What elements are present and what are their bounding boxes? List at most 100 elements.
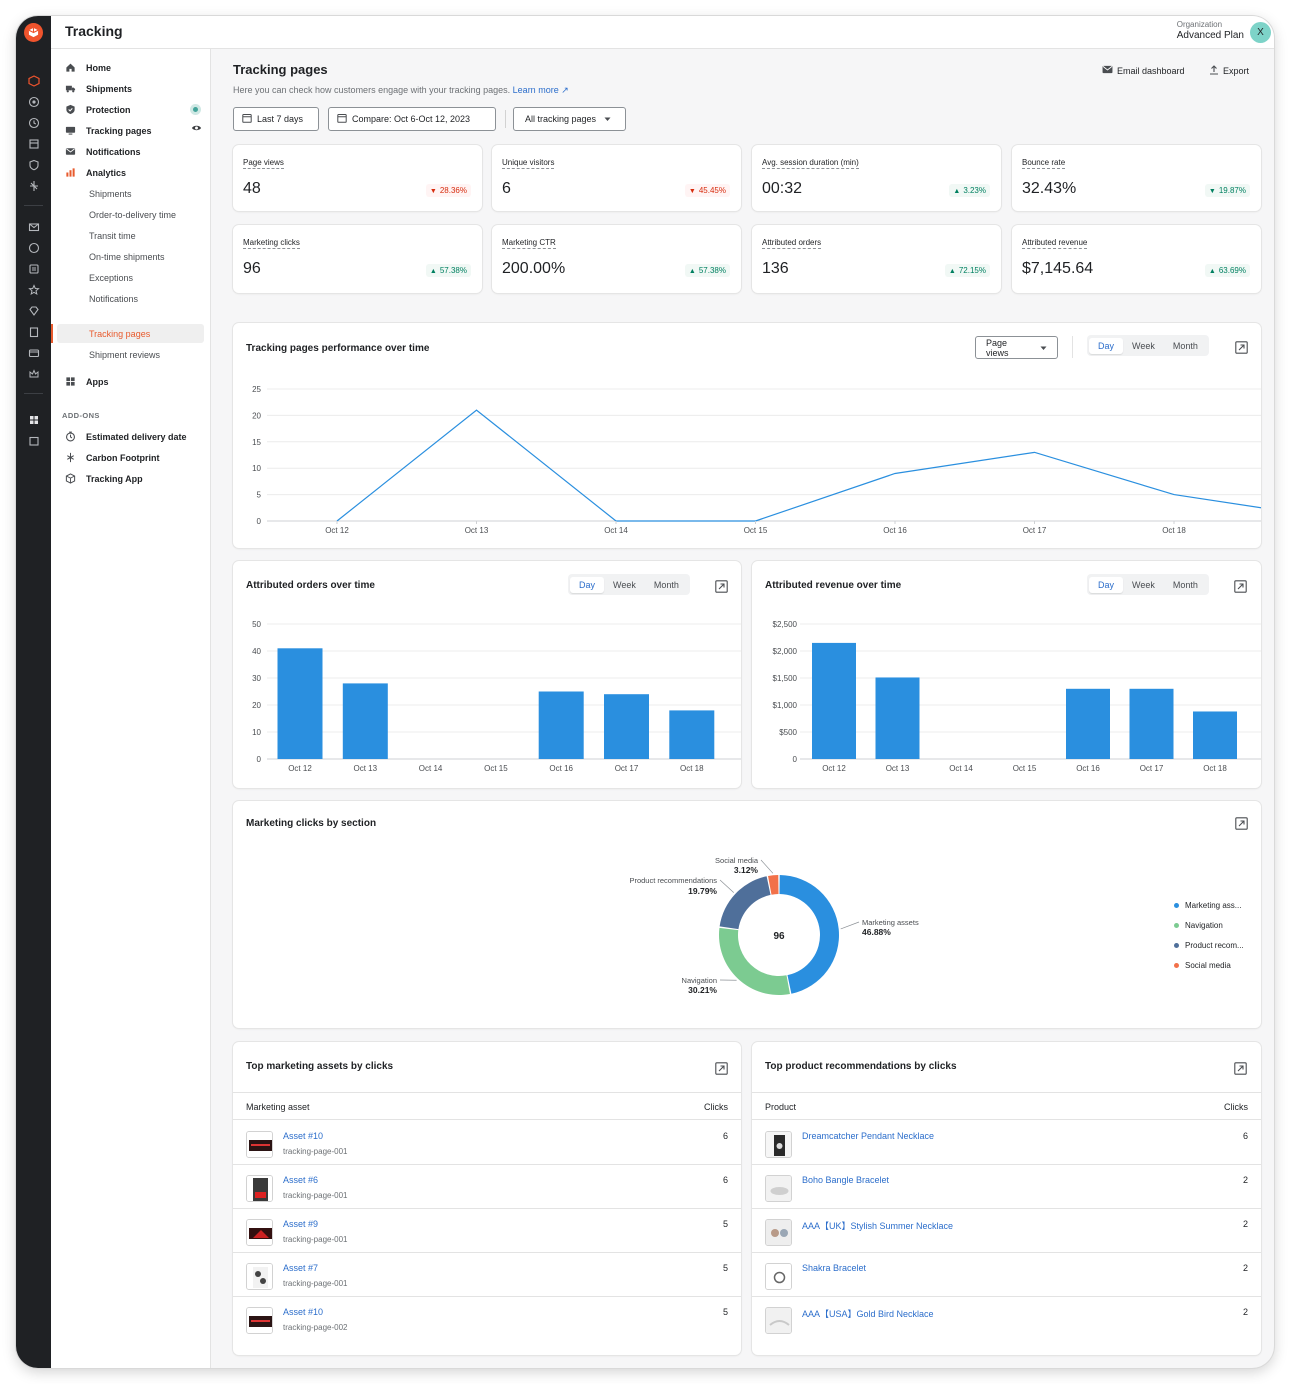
- granularity-month[interactable]: Month: [1172, 340, 1198, 351]
- column-header-product[interactable]: Product: [765, 1102, 797, 1112]
- legend-item[interactable]: Navigation: [1174, 921, 1223, 930]
- product-link[interactable]: Dreamcatcher Pendant Necklace: [802, 1131, 935, 1141]
- sidebar-item-home[interactable]: Home: [59, 58, 204, 77]
- product-link[interactable]: AAA【USA】Gold Bird Necklace: [802, 1309, 934, 1319]
- granularity-day[interactable]: Day: [570, 576, 605, 593]
- shield-icon[interactable]: [27, 158, 40, 171]
- column-header-clicks[interactable]: Clicks: [1224, 1102, 1248, 1112]
- sidebar-subitem-transit-time[interactable]: Transit time: [89, 230, 136, 241]
- clipboard-icon[interactable]: [27, 325, 40, 338]
- asset-link[interactable]: Asset #10: [283, 1131, 324, 1141]
- granularity-week[interactable]: Week: [1132, 579, 1155, 590]
- tracking-pages-select[interactable]: All tracking pages: [513, 107, 626, 131]
- column-header-clicks[interactable]: Clicks: [704, 1102, 728, 1112]
- eye-icon[interactable]: [191, 124, 202, 135]
- bar[interactable]: [342, 683, 388, 759]
- mail-icon[interactable]: [27, 220, 40, 233]
- sidebar-item-protection[interactable]: Protection: [59, 100, 204, 119]
- kpi-label[interactable]: Unique visitors: [502, 158, 555, 169]
- donut-slice[interactable]: [779, 875, 840, 994]
- granularity-week[interactable]: Week: [1132, 340, 1155, 351]
- bar[interactable]: [1129, 688, 1174, 759]
- email-dashboard-button[interactable]: Email dashboard: [1102, 65, 1185, 76]
- expand-icon[interactable]: [1235, 341, 1248, 354]
- clock-icon[interactable]: [27, 116, 40, 129]
- returns-icon[interactable]: [27, 95, 40, 108]
- expand-icon[interactable]: [1234, 1062, 1247, 1075]
- kpi-label[interactable]: Marketing clicks: [243, 238, 300, 249]
- granularity-week[interactable]: Week: [613, 579, 636, 590]
- kpi-label[interactable]: Marketing CTR: [502, 238, 556, 249]
- sidebar-subitem-exceptions[interactable]: Exceptions: [89, 272, 134, 283]
- donut-slice[interactable]: [719, 876, 771, 930]
- product-link[interactable]: Boho Bangle Bracelet: [802, 1175, 890, 1185]
- metric-select[interactable]: Page views: [975, 336, 1058, 359]
- granularity-month[interactable]: Month: [653, 579, 679, 590]
- legend-item[interactable]: Marketing ass...: [1174, 901, 1241, 910]
- expand-icon[interactable]: [715, 1062, 728, 1075]
- bar[interactable]: [1066, 688, 1110, 759]
- sidebar-subitem-shipment-reviews[interactable]: Shipment reviews: [89, 349, 161, 360]
- asset-link[interactable]: Asset #6: [283, 1175, 319, 1185]
- sidebar-subitem-shipments[interactable]: Shipments: [89, 188, 132, 199]
- brand-logo-icon[interactable]: [24, 23, 43, 42]
- export-button[interactable]: Export: [1209, 65, 1249, 77]
- store-icon[interactable]: [27, 137, 40, 150]
- donut-slice[interactable]: [768, 875, 779, 895]
- donut-slice[interactable]: [719, 927, 790, 995]
- kpi-label[interactable]: Avg. session duration (min): [762, 158, 859, 169]
- asset-link[interactable]: Asset #10: [283, 1307, 324, 1317]
- organization-switcher[interactable]: Organization Advanced Plan: [1177, 20, 1244, 41]
- chat-icon[interactable]: [27, 241, 40, 254]
- sidebar-item-analytics[interactable]: Analytics: [59, 163, 204, 182]
- sidebar-item-shipments[interactable]: Shipments: [59, 79, 204, 98]
- avatar[interactable]: X: [1250, 22, 1271, 43]
- expand-icon[interactable]: [1234, 580, 1247, 593]
- bar[interactable]: [812, 642, 856, 759]
- expand-icon[interactable]: [1235, 817, 1248, 830]
- kpi-label[interactable]: Attributed revenue: [1022, 238, 1088, 249]
- granularity-month[interactable]: Month: [1172, 579, 1198, 590]
- diamond-icon[interactable]: [27, 304, 40, 317]
- crown-icon[interactable]: [27, 367, 40, 380]
- bar[interactable]: [538, 691, 584, 760]
- product-link[interactable]: Shakra Bracelet: [802, 1263, 867, 1273]
- sidebar-subitem-notifications[interactable]: Notifications: [89, 293, 139, 304]
- bar[interactable]: [1193, 711, 1237, 759]
- sidebar-item-tracking-pages[interactable]: Tracking pages: [59, 121, 204, 140]
- asset-link[interactable]: Asset #9: [283, 1219, 319, 1229]
- granularity-day[interactable]: Day: [1089, 337, 1124, 354]
- sidebar-item-estimated-delivery-date[interactable]: Estimated delivery date: [59, 427, 204, 446]
- legend-item[interactable]: Social media: [1174, 961, 1231, 970]
- compare-button[interactable]: Compare: Oct 6-Oct 12, 2023: [328, 107, 496, 131]
- leaf-icon[interactable]: [27, 179, 40, 192]
- sidebar-item-apps[interactable]: Apps: [59, 372, 204, 391]
- kpi-label[interactable]: Page views: [243, 158, 284, 169]
- sidebar-subitem-order-to-delivery-time[interactable]: Order-to-delivery time: [89, 209, 177, 220]
- calendar-icon[interactable]: [27, 434, 40, 447]
- star-icon[interactable]: [27, 283, 40, 296]
- kpi-label[interactable]: Bounce rate: [1022, 158, 1066, 169]
- date-range-button[interactable]: Last 7 days: [233, 107, 319, 131]
- expand-icon[interactable]: [715, 580, 728, 593]
- bar[interactable]: [669, 710, 715, 759]
- kpi-label[interactable]: Attributed orders: [762, 238, 822, 249]
- learn-more-link[interactable]: Learn more ↗: [512, 85, 569, 95]
- sidebar-subitem-tracking-pages[interactable]: Tracking pages: [57, 324, 204, 343]
- sidebar-item-notifications[interactable]: Notifications: [59, 142, 204, 161]
- column-header-asset[interactable]: Marketing asset: [246, 1102, 310, 1112]
- bar[interactable]: [875, 677, 920, 759]
- sidebar-item-carbon-footprint[interactable]: Carbon Footprint: [59, 448, 204, 467]
- card-icon[interactable]: [27, 346, 40, 359]
- asset-link[interactable]: Asset #7: [283, 1263, 319, 1273]
- legend-item[interactable]: Product recom...: [1174, 941, 1244, 950]
- bar[interactable]: [604, 694, 649, 759]
- granularity-day[interactable]: Day: [1089, 576, 1124, 593]
- list-icon[interactable]: [27, 262, 40, 275]
- product-link[interactable]: AAA【UK】Stylish Summer Necklace: [802, 1221, 954, 1231]
- sidebar-item-tracking-app[interactable]: Tracking App: [59, 469, 204, 488]
- sidebar-subitem-on-time-shipments[interactable]: On-time shipments: [89, 251, 165, 262]
- bar[interactable]: [277, 648, 323, 759]
- tracking-app-icon[interactable]: [27, 74, 40, 87]
- apps-grid-icon[interactable]: [27, 413, 40, 426]
